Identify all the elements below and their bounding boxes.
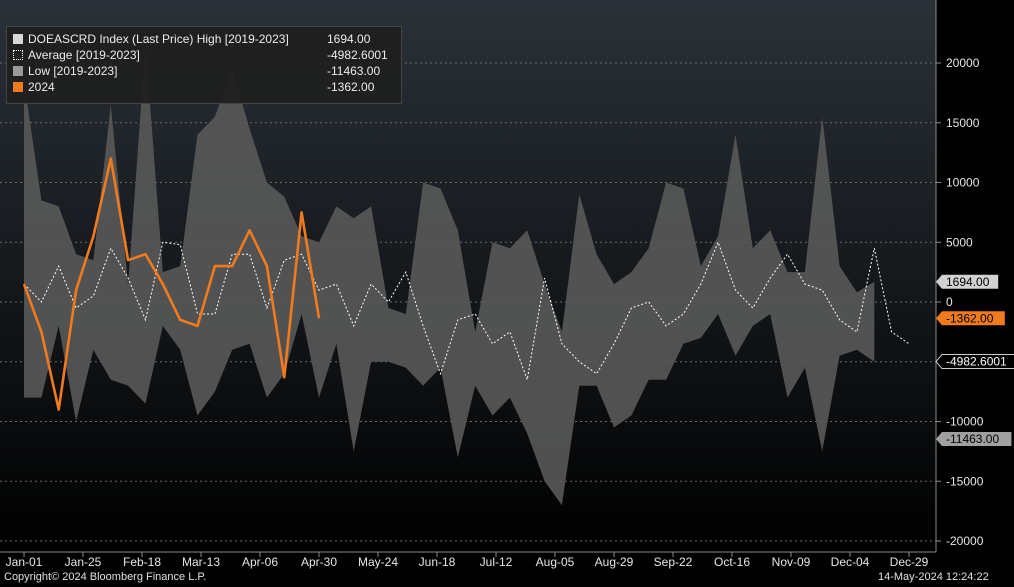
y-tick-label-6: -10000 <box>946 415 984 429</box>
x-tick-label-9: Aug-05 <box>536 555 575 569</box>
svg-text:1694.00: 1694.00 <box>946 275 990 289</box>
series-2024-line <box>22 157 321 411</box>
legend-swatch-high <box>13 34 23 44</box>
x-tick-label-1: Jan-25 <box>65 555 102 569</box>
x-tick-label-5: Apr-30 <box>301 555 337 569</box>
legend-swatch-low <box>13 66 23 76</box>
x-tick-label-13: Nov-09 <box>772 555 811 569</box>
x-tick-label-10: Aug-29 <box>595 555 634 569</box>
y-tick-label-0: 20000 <box>946 56 980 70</box>
svg-text:-11463.00: -11463.00 <box>946 432 999 446</box>
legend-label-2024: 2024 <box>28 80 55 94</box>
legend-value-average: -4982.6001 <box>327 48 388 62</box>
legend-item-low: Low [2019-2023] -11463.00 <box>13 64 380 79</box>
x-tick-label-6: May-24 <box>358 555 398 569</box>
y-tick-label-2: 10000 <box>946 176 980 190</box>
last-value-label-average: -4982.6001 <box>935 354 1014 370</box>
x-tick-label-7: Jun-18 <box>419 555 456 569</box>
legend-value-low: -11463.00 <box>327 64 381 78</box>
x-tick-label-12: Oct-16 <box>714 555 750 569</box>
y-tick-label-7: -15000 <box>946 474 984 488</box>
copyright-text: Copyright© 2024 Bloomberg Finance L.P. <box>4 571 207 583</box>
x-tick-label-2: Feb-18 <box>123 555 161 569</box>
legend-label-low: Low [2019-2023] <box>28 64 118 78</box>
svg-text:-4982.6001: -4982.6001 <box>946 355 1007 369</box>
x-tick-label-11: Sep-22 <box>654 555 693 569</box>
x-axis: Jan-01 Jan-25 Feb-18 Mar-13 Apr-06 Apr-30 May-… <box>0 551 936 569</box>
legend-item-2024: 2024 -1362.00 <box>13 80 374 95</box>
legend-swatch-2024 <box>13 82 23 92</box>
x-tick-label-0: Jan-01 <box>6 555 43 569</box>
legend-value-2024: -1362.00 <box>327 80 375 94</box>
last-value-label-low: -11463.00 <box>936 431 1012 446</box>
svg-text:-1362.00: -1362.00 <box>946 311 994 325</box>
last-value-label-high: 1694.00 <box>936 274 999 289</box>
legend-label-high: DOEASCRD Index (Last Price) High [2019-2… <box>28 32 289 46</box>
x-tick-label-14: Dec-04 <box>831 555 870 569</box>
y-tick-label-1: 15000 <box>946 116 980 130</box>
legend-label-average: Average [2019-2023] <box>28 48 140 62</box>
high-low-band <box>24 45 875 506</box>
x-tick-label-8: Jul-12 <box>480 555 513 569</box>
legend-swatch-average <box>13 50 23 60</box>
timestamp-text: 14-May-2024 12:24:22 <box>878 571 989 583</box>
x-tick-label-3: Mar-13 <box>182 555 220 569</box>
x-tick-label-15: Dec-29 <box>890 555 929 569</box>
x-tick-label-4: Apr-06 <box>242 555 278 569</box>
last-value-label-2024: -1362.00 <box>936 311 1005 326</box>
last-value-labels: 1694.00 -4982.6001 -11463.00 -1362.00 <box>935 274 1014 446</box>
legend: DOEASCRD Index (Last Price) High [2019-2… <box>6 26 402 104</box>
y-tick-label-4: 0 <box>946 295 953 309</box>
legend-item-average: Average [2019-2023] -4982.6001 <box>13 48 388 63</box>
y-tick-label-3: 5000 <box>946 235 973 249</box>
legend-item-high: DOEASCRD Index (Last Price) High [2019-2… <box>13 32 370 47</box>
y-tick-label-8: -20000 <box>946 534 984 548</box>
legend-value-high: 1694.00 <box>327 32 371 46</box>
